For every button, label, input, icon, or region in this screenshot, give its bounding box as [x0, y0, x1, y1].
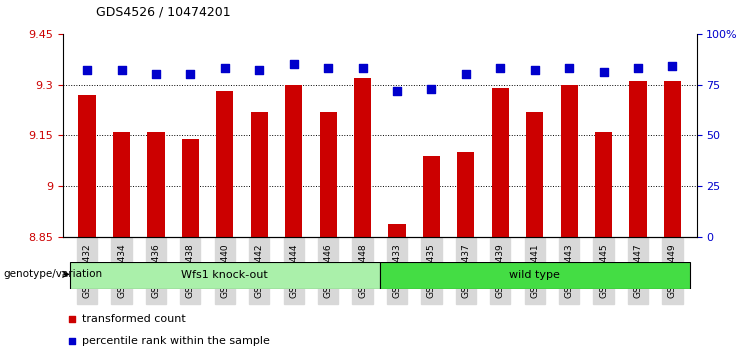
Bar [113, 132, 130, 237]
Point [460, 72, 472, 77]
Point [116, 67, 127, 73]
Point [288, 61, 299, 67]
Text: GDS4526 / 10474201: GDS4526 / 10474201 [96, 5, 231, 18]
Bar [629, 81, 647, 237]
Bar [388, 224, 405, 237]
Bar [595, 132, 612, 237]
FancyBboxPatch shape [380, 262, 690, 289]
Bar [319, 112, 336, 237]
Point [356, 65, 368, 71]
Point [253, 67, 265, 73]
Bar [216, 91, 233, 237]
Point [150, 72, 162, 77]
Text: genotype/variation: genotype/variation [4, 269, 103, 279]
Text: wild type: wild type [509, 270, 560, 280]
Point [391, 88, 403, 93]
Bar [526, 112, 543, 237]
Bar [492, 88, 509, 237]
Bar [147, 132, 165, 237]
Bar [457, 152, 474, 237]
Bar [250, 112, 268, 237]
Point [185, 72, 196, 77]
Point [598, 69, 610, 75]
Bar [423, 156, 440, 237]
Bar [79, 95, 96, 237]
Bar [182, 139, 199, 237]
Point [529, 67, 541, 73]
Point [666, 63, 678, 69]
Text: percentile rank within the sample: percentile rank within the sample [82, 336, 270, 346]
Bar [354, 78, 371, 237]
Bar [560, 85, 578, 237]
Point [322, 65, 334, 71]
Point [460, 265, 472, 270]
Text: Wfs1 knock-out: Wfs1 knock-out [182, 270, 268, 280]
Point [460, 72, 472, 78]
Text: transformed count: transformed count [82, 314, 186, 324]
Bar [664, 81, 681, 237]
Bar [285, 85, 302, 237]
Point [563, 65, 575, 71]
Point [632, 65, 644, 71]
Point [82, 67, 93, 73]
Point [494, 65, 506, 71]
Point [219, 65, 230, 71]
Point [425, 86, 437, 91]
FancyBboxPatch shape [70, 262, 380, 289]
